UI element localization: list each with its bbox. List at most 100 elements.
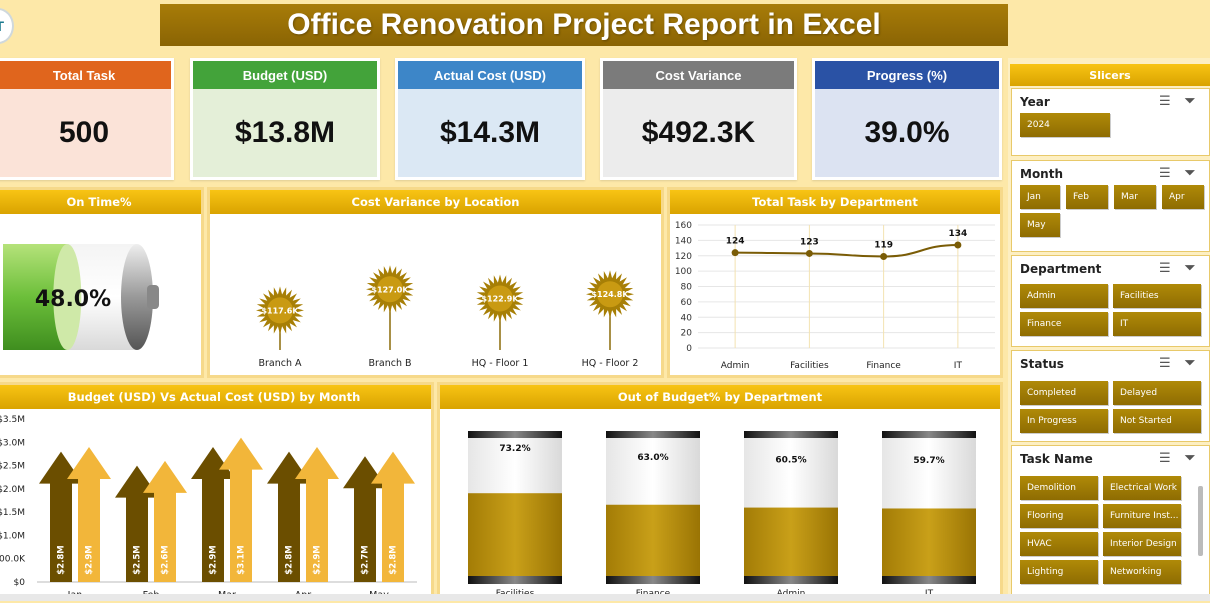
slicer-task-name: Task Name ☰ ⏷ Demolition Electrical Work Floo… [1011, 445, 1210, 601]
cylinder-base [744, 576, 838, 584]
data-label: 63.0% [637, 453, 668, 463]
slicer-item[interactable]: Furniture Inst... [1103, 504, 1181, 528]
y-tick-label: $1.5M [0, 508, 25, 518]
data-label: $2.8M [57, 545, 67, 574]
slicer-item[interactable]: Admin [1020, 284, 1108, 308]
data-label: $2.8M [285, 545, 295, 574]
cylinder-base [468, 576, 562, 584]
ontime-value: 48.0% [35, 287, 111, 312]
y-tick-label: 120 [675, 252, 692, 262]
y-tick-label: $500.0K [0, 555, 26, 565]
slicer-item[interactable]: Finance [1020, 312, 1108, 336]
slicers-title: Slicers [1010, 64, 1210, 86]
kpi-label: Budget (USD) [193, 61, 377, 89]
slicer-header: Month ☰ ⏷ [1012, 161, 1209, 187]
slicer-item[interactable]: Jan [1020, 185, 1060, 209]
battery-gauge: 48.0% [3, 244, 159, 350]
data-label: $2.7M [361, 545, 371, 574]
data-label: $2.9M [85, 545, 95, 574]
panel-title: On Time% [0, 190, 201, 214]
out-of-budget-panel: Out of Budget% by Department 73.2%Facili… [437, 382, 1003, 601]
data-label: $127.0K [371, 285, 409, 294]
kpi-value: $14.3M [398, 89, 582, 177]
company-logo: T [0, 8, 14, 44]
cylinder-fill [468, 493, 562, 576]
slicer-item[interactable]: Lighting [1020, 560, 1098, 584]
cylinder-base [606, 576, 700, 584]
slicer-title: Department [1020, 262, 1102, 276]
clear-filter-icon[interactable]: ⏷ [1184, 356, 1195, 371]
slicer-item[interactable]: Not Started [1113, 409, 1201, 433]
battery-end [121, 244, 153, 350]
slicer-item[interactable]: May [1020, 213, 1060, 237]
slicer-item[interactable]: Facilities [1113, 284, 1201, 308]
slicer-title: Month [1020, 167, 1064, 181]
data-label: $2.8M [389, 545, 399, 574]
slicer-item[interactable]: 2024 [1020, 113, 1110, 137]
slicer-title: Task Name [1020, 452, 1093, 466]
battery-terminal [147, 285, 159, 309]
slicer-item[interactable]: IT [1113, 312, 1201, 336]
slicer-year: Year ☰ ⏷ 2024 [1011, 88, 1210, 156]
kpi-label: Actual Cost (USD) [398, 61, 582, 89]
slicer-item[interactable]: Flooring [1020, 504, 1098, 528]
data-point [805, 249, 813, 257]
page-title: Office Renovation Project Report in Exce… [160, 4, 1008, 46]
slicer-item[interactable]: Interior Design [1103, 532, 1181, 556]
slicer-item[interactable]: Completed [1020, 381, 1108, 405]
multi-select-icon[interactable]: ☰ [1158, 356, 1171, 371]
slicer-item[interactable]: HVAC [1020, 532, 1098, 556]
category-label: IT [954, 361, 963, 371]
panel-title: Cost Variance by Location [210, 190, 661, 214]
data-label: $2.5M [133, 545, 143, 574]
arrow-bar [191, 446, 235, 582]
arrow-bar [371, 451, 415, 582]
tasks-dept-panel: Total Task by Department 0 20 40 60 80 100 120… [667, 187, 1003, 378]
sunburst-core [597, 281, 623, 308]
budget-month-chart: $0 $500.0K $1.0M $1.5M $2.0M $2.5M $3.0M $3.5M $… [0, 415, 417, 601]
slicer-item[interactable]: Electrical Work [1103, 476, 1181, 500]
category-label: Finance [866, 361, 901, 371]
slicer-toolbar: ☰ ⏷ [1159, 167, 1195, 181]
slicer-item[interactable]: Networking [1103, 560, 1181, 584]
multi-select-icon[interactable]: ☰ [1158, 261, 1171, 276]
clear-filter-icon[interactable]: ⏷ [1184, 451, 1195, 466]
slicer-item[interactable]: Feb [1066, 185, 1108, 209]
slicer-item[interactable]: Delayed [1113, 381, 1201, 405]
slicer-item[interactable]: In Progress [1020, 409, 1108, 433]
multi-select-icon[interactable]: ☰ [1158, 166, 1171, 181]
category-label: HQ - Floor 2 [582, 358, 639, 369]
cylinder-base [882, 576, 976, 584]
kpi-value: 500 [0, 89, 171, 177]
slicer-item[interactable]: Demolition [1020, 476, 1098, 500]
category-label: Branch B [368, 358, 411, 369]
category-label: Facilities [790, 361, 829, 371]
multi-select-icon[interactable]: ☰ [1158, 94, 1171, 109]
slicer-toolbar: ☰ ⏷ [1159, 95, 1195, 109]
y-tick-label: 60 [681, 298, 693, 308]
arrow-bar [267, 451, 311, 582]
kpi-label: Cost Variance [603, 61, 794, 89]
slicer-item[interactable]: Apr [1162, 185, 1204, 209]
slicer-toolbar: ☰ ⏷ [1159, 262, 1195, 276]
kpi-progress: Progress (%) 39.0% [812, 58, 1002, 180]
arrow-bar [143, 460, 187, 582]
cylinder-rim [606, 431, 700, 438]
slicer-scrollbar[interactable] [1198, 486, 1203, 556]
panel-title: Out of Budget% by Department [440, 385, 1000, 409]
clear-filter-icon[interactable]: ⏷ [1184, 261, 1195, 276]
sheet-scrollbar[interactable] [0, 594, 1210, 601]
arrow-bar [295, 446, 339, 582]
kpi-value: $13.8M [193, 89, 377, 177]
slicer-status: Status ☰ ⏷ Completed Delayed In Progress Not S… [1011, 350, 1210, 442]
multi-select-icon[interactable]: ☰ [1158, 451, 1171, 466]
ontime-panel: On Time% 48.0% [0, 187, 204, 378]
slicer-item[interactable]: Mar [1114, 185, 1156, 209]
cylinder-rim [744, 431, 838, 438]
kpi-actual-cost: Actual Cost (USD) $14.3M [395, 58, 585, 180]
kpi-value: $492.3K [603, 89, 794, 177]
clear-filter-icon[interactable]: ⏷ [1184, 94, 1195, 109]
data-label: 59.7% [913, 456, 944, 466]
clear-filter-icon[interactable]: ⏷ [1184, 166, 1195, 181]
category-label: HQ - Floor 1 [472, 358, 529, 369]
